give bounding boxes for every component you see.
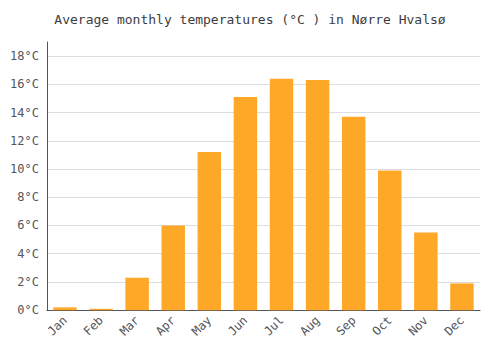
svg-text:Dec: Dec: [442, 313, 467, 338]
svg-text:Apr: Apr: [153, 313, 178, 338]
svg-text:Sep: Sep: [333, 313, 358, 338]
svg-text:16°C: 16°C: [10, 77, 39, 91]
svg-text:Average monthly temperatures (: Average monthly temperatures (°C ) in Nø…: [54, 12, 446, 27]
svg-text:Nov: Nov: [406, 313, 431, 338]
svg-text:4°C: 4°C: [17, 247, 39, 261]
svg-text:Mar: Mar: [117, 313, 142, 338]
svg-text:14°C: 14°C: [10, 106, 39, 120]
svg-text:Jun: Jun: [225, 313, 250, 338]
svg-text:0°C: 0°C: [17, 303, 39, 317]
svg-text:Jan: Jan: [45, 313, 70, 338]
svg-text:18°C: 18°C: [10, 49, 39, 63]
svg-text:Aug: Aug: [297, 313, 322, 338]
svg-text:Oct: Oct: [370, 313, 395, 338]
svg-text:2°C: 2°C: [17, 275, 39, 289]
svg-text:10°C: 10°C: [10, 162, 39, 176]
svg-text:May: May: [189, 313, 214, 338]
svg-text:12°C: 12°C: [10, 134, 39, 148]
svg-text:8°C: 8°C: [17, 190, 39, 204]
svg-text:Feb: Feb: [81, 313, 106, 338]
svg-text:Jul: Jul: [261, 313, 286, 338]
svg-text:6°C: 6°C: [17, 218, 39, 232]
